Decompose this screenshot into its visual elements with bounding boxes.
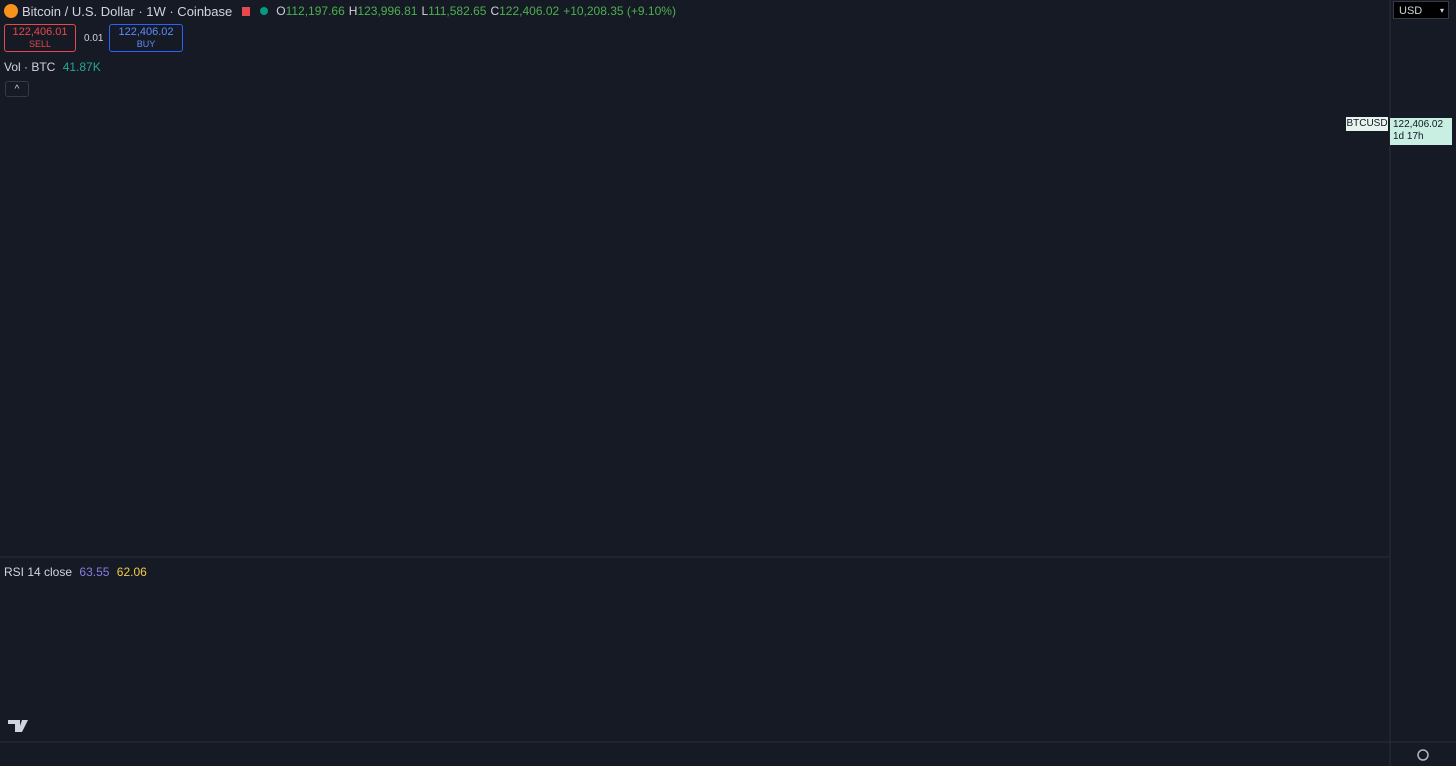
ohlc-key: L [421, 4, 429, 18]
spread: 0.01 [84, 33, 104, 44]
rsi-ma-value: 62.06 [116, 565, 147, 579]
rsi-legend: RSI 14 close 63.55 62.06 [4, 565, 147, 579]
symbol: Bitcoin / U.S. Dollar · 1W · Coinbase [22, 3, 233, 19]
settings-icon[interactable] [1417, 749, 1429, 761]
buy-button[interactable]: 122,406.02 BUY [109, 24, 183, 52]
sell-button[interactable]: 122,406.01 SELL [4, 24, 76, 52]
tv-logo [8, 720, 28, 732]
rsi-title: RSI 14 close [4, 565, 73, 579]
price-tag: 122,406.02 1d 17h [1390, 117, 1452, 145]
ohlc-value: 111,582.65 [428, 4, 487, 18]
buy-label: BUY [136, 39, 156, 49]
currency-select[interactable]: USD ▾ [1393, 1, 1449, 19]
sell-price: 122,406.01 [12, 26, 68, 38]
symbol-tag: BTCUSD [1346, 116, 1388, 131]
ohlc-value: 112,197.66 [285, 4, 345, 18]
ohlc-key: C [490, 4, 500, 18]
ohlc-key: O [276, 4, 286, 18]
ohlc-value: 122,406.02 [499, 4, 560, 18]
volume-name: Vol · BTC [4, 60, 56, 74]
currency: USD [1399, 5, 1423, 17]
price-tag-countdown: 1d 17h [1393, 130, 1424, 142]
collapse-button[interactable]: ^ [5, 81, 29, 97]
ohlc-value: 123,996.81 [357, 4, 418, 18]
flag-icon[interactable] [242, 6, 251, 16]
btc-icon [4, 4, 18, 18]
volume-legend: Vol · BTC 41.87K [4, 60, 101, 74]
ohlc-key: H [348, 4, 358, 18]
volume-value: 41.87K [62, 60, 101, 74]
rsi-value: 63.55 [79, 565, 110, 579]
status-dot [260, 7, 269, 15]
change: +10,208.35 (+9.10%) [563, 4, 676, 18]
ohlc: O112,197.66 H123,996.81 L111,582.65 C122,40… [276, 4, 563, 18]
buy-price: 122,406.02 [118, 26, 174, 38]
sell-label: SELL [28, 39, 52, 49]
header: Bitcoin / U.S. Dollar · 1W · Coinbase O1… [4, 0, 676, 22]
price-tag-price: 122,406.02 [1393, 118, 1444, 130]
